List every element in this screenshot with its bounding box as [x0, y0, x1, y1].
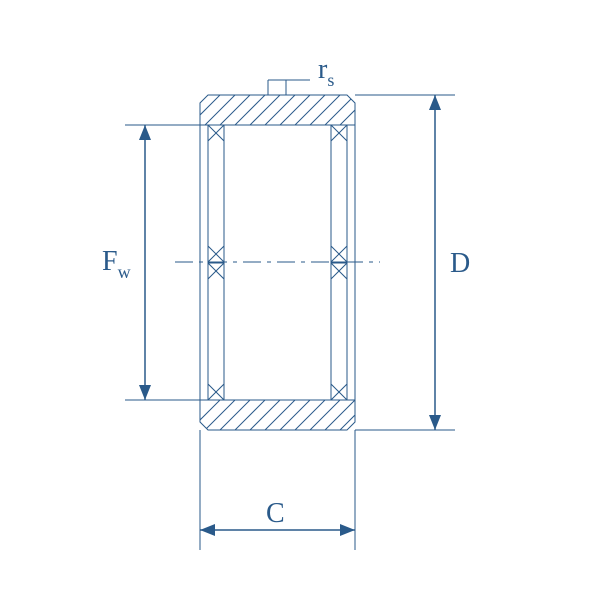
hatching-bottom	[180, 390, 395, 440]
hatching-top	[180, 85, 395, 135]
d-label: D	[450, 248, 470, 279]
rs-label: rs	[318, 54, 334, 90]
fw-label: Fw	[102, 246, 131, 282]
d-dimension	[429, 95, 441, 430]
fw-dimension	[139, 125, 151, 400]
c-label: C	[266, 498, 285, 529]
bearing-diagram: rs	[0, 0, 600, 600]
